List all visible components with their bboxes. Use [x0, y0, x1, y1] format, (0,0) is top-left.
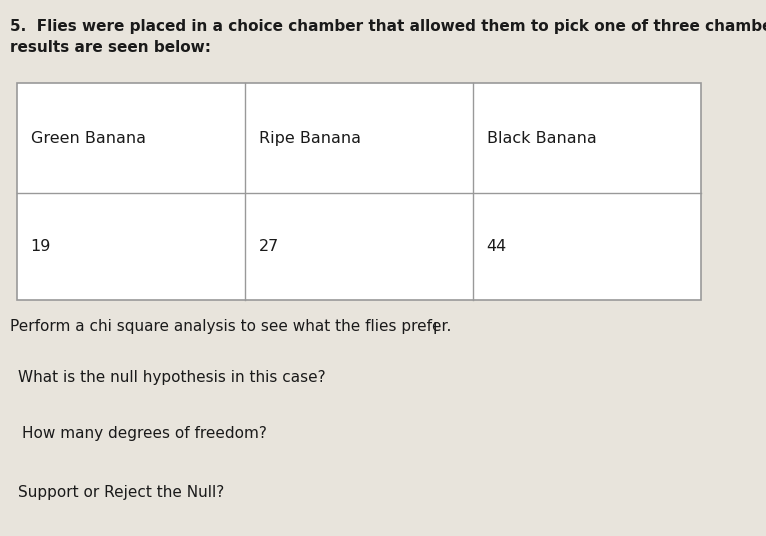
Text: 44: 44	[486, 239, 507, 254]
Text: Black Banana: Black Banana	[486, 131, 597, 145]
Text: I: I	[433, 322, 437, 337]
Text: Support or Reject the Null?: Support or Reject the Null?	[18, 485, 224, 500]
Text: Green Banana: Green Banana	[31, 131, 146, 145]
Bar	[17, 83, 701, 300]
Text: Perform a chi square analysis to see what the flies prefer.: Perform a chi square analysis to see wha…	[10, 319, 451, 334]
Text: Ripe Banana: Ripe Banana	[259, 131, 361, 145]
Text: 19: 19	[31, 239, 51, 254]
Text: How many degrees of freedom?: How many degrees of freedom?	[22, 426, 267, 441]
Text: 27: 27	[259, 239, 279, 254]
Text: What is the null hypothesis in this case?: What is the null hypothesis in this case…	[18, 370, 326, 385]
Text: 5.  Flies were placed in a choice chamber that allowed them to pick one of three: 5. Flies were placed in a choice chamber…	[10, 19, 766, 34]
Text: results are seen below:: results are seen below:	[10, 40, 211, 55]
